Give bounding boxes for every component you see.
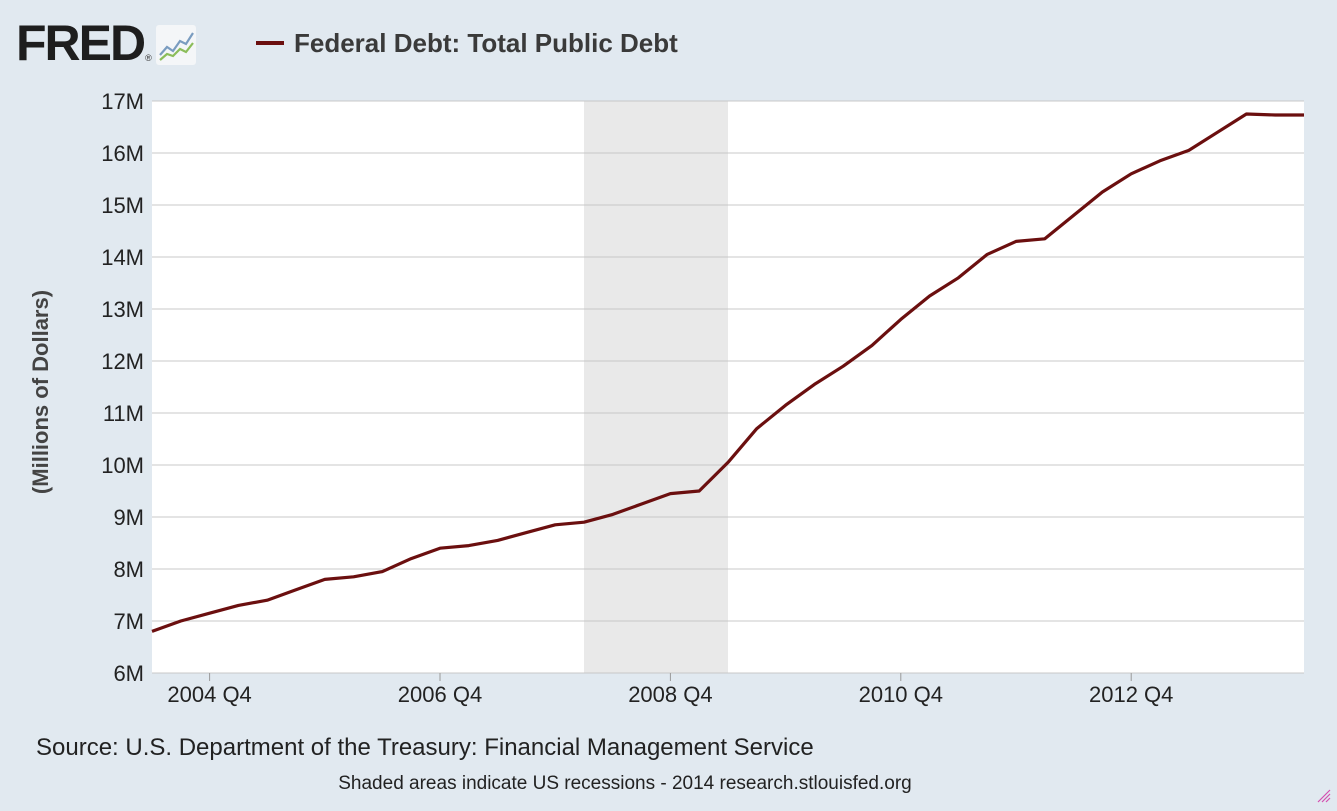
recession-note: Shaded areas indicate US recessions - 20… (338, 773, 912, 794)
y-tick-label: 9M (113, 505, 144, 530)
x-tick-label: 2010 Q4 (859, 682, 943, 707)
x-tick-label: 2004 Q4 (167, 682, 251, 707)
x-tick-label: 2006 Q4 (398, 682, 482, 707)
line-chart-icon (155, 25, 196, 65)
legend-label: Federal Debt: Total Public Debt (294, 27, 678, 58)
y-tick-label: 12M (101, 349, 144, 374)
y-tick-label: 8M (113, 557, 144, 582)
y-tick-label: 14M (101, 245, 144, 270)
y-tick-label: 7M (113, 609, 144, 634)
x-tick-label: 2012 Q4 (1089, 682, 1173, 707)
y-tick-label: 6M (113, 661, 144, 686)
legend-swatch (256, 41, 284, 45)
series-line (151, 112, 1304, 633)
y-tick-label: 10M (101, 453, 144, 478)
y-axis-label: (Millions of Dollars) (28, 290, 53, 494)
y-tick-label: 15M (101, 193, 144, 218)
resize-grip-icon[interactable] (1315, 787, 1331, 803)
logo-text: FRED (16, 15, 146, 71)
chart-header: FRED ® Federal Debt: Total Public Debt (16, 16, 1316, 70)
y-tick-label: 16M (101, 141, 144, 166)
logo-registered-mark: ® (145, 53, 152, 63)
y-tick-label: 11M (103, 401, 144, 426)
source-text: Source: U.S. Department of the Treasury:… (36, 734, 814, 761)
recession-band (584, 101, 728, 673)
fred-logo[interactable]: FRED ® (16, 16, 196, 70)
chart-legend: Federal Debt: Total Public Debt (256, 16, 678, 70)
x-tick-label: 2008 Q4 (628, 682, 712, 707)
y-tick-label: 13M (101, 297, 144, 322)
y-tick-label: 17M (101, 89, 144, 114)
